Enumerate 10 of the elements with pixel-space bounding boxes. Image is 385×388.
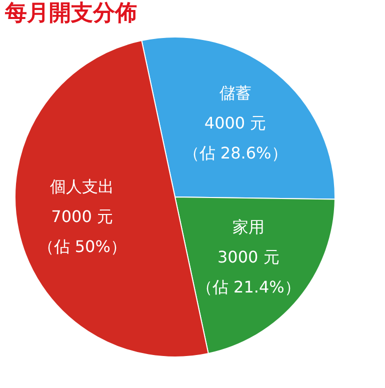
text: （佔 28.6%） — [183, 144, 288, 163]
text: （佔 21.4%） — [196, 277, 300, 296]
data-label: 3000 元 — [218, 247, 280, 266]
data-label: 7000 元 — [51, 206, 113, 226]
slice-label: 儲蓄 — [219, 84, 252, 103]
slice-label: 個人支出 — [50, 176, 114, 196]
data-label: 4000 元 — [204, 114, 266, 133]
text: （佔 50%） — [38, 236, 126, 256]
slice-label: 家用 — [232, 217, 264, 236]
chart-title: 每月開支分佈 — [4, 1, 137, 26]
